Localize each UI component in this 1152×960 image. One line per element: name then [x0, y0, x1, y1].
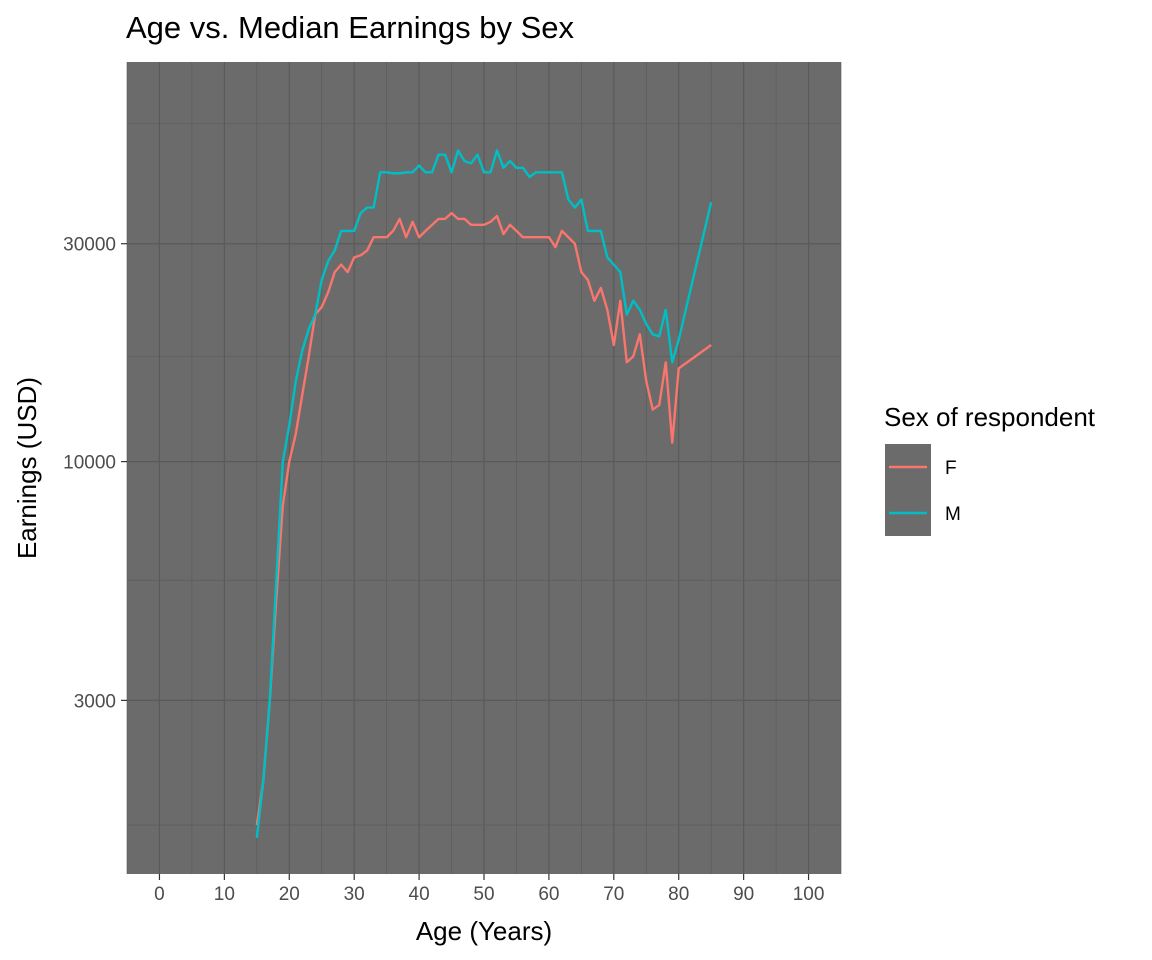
x-tick-label: 40 [409, 884, 430, 905]
y-tick-label: 3000 [74, 691, 116, 712]
y-tick-label: 30000 [63, 235, 116, 256]
x-tick-label: 20 [279, 884, 300, 905]
x-tick-label: 50 [473, 884, 494, 905]
x-tick-label: 30 [344, 884, 365, 905]
chart-title: Age vs. Median Earnings by Sex [126, 10, 575, 45]
y-axis-title: Earnings (USD) [12, 377, 42, 559]
x-tick-label: 100 [793, 884, 825, 905]
x-tick-label: 90 [733, 884, 754, 905]
y-tick-label: 10000 [63, 453, 116, 474]
y-axis: 3000 10000 30000 [63, 235, 127, 712]
x-axis: 0 10 20 30 40 50 60 70 80 90 100 [154, 874, 824, 905]
series-layer [255, 149, 713, 838]
x-tick-label: 80 [668, 884, 689, 905]
x-tick-label: 60 [538, 884, 559, 905]
x-tick-label: 0 [154, 884, 165, 905]
x-tick-label: 10 [214, 884, 235, 905]
legend: Sex of respondent F M [884, 402, 1096, 536]
grid-major [127, 62, 841, 874]
series-line-F [255, 211, 712, 826]
series-line-M [255, 149, 713, 838]
legend-label-F: F [945, 458, 957, 479]
legend-title: Sex of respondent [884, 402, 1096, 432]
x-axis-title: Age (Years) [416, 916, 552, 946]
legend-label-M: M [945, 504, 961, 525]
x-tick-label: 70 [603, 884, 624, 905]
